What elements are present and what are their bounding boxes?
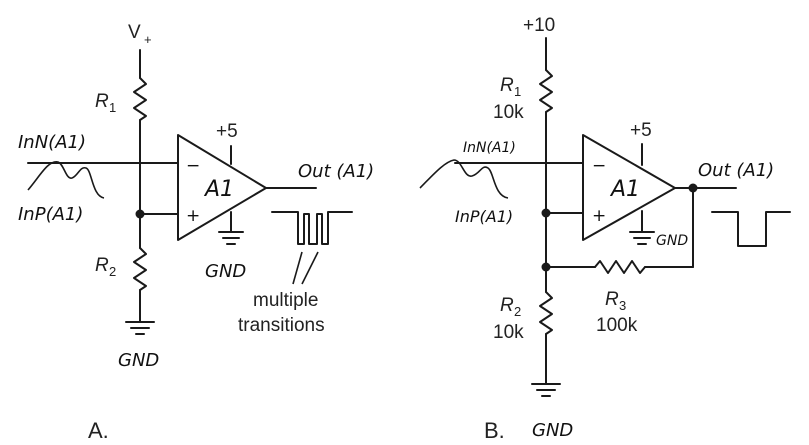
b-opamp-name: A1 xyxy=(609,177,640,202)
b-r3-resistor xyxy=(594,260,646,274)
a-r1-sub: 1 xyxy=(109,100,116,115)
b-opamp-minus: − xyxy=(592,156,606,176)
a-ground-symbol xyxy=(125,321,155,335)
a-note-line2: transitions xyxy=(238,315,325,336)
a-r1-label: R xyxy=(95,91,109,112)
b-inn-label: InN(A1) xyxy=(463,140,516,156)
b-r2-label: R xyxy=(500,295,514,316)
a-supply-sub: + xyxy=(144,32,152,47)
a-r2-sub: 2 xyxy=(109,264,116,279)
a-opamp-plus: + xyxy=(186,206,200,226)
a-supply-label: V xyxy=(128,22,141,43)
circuit-a: V + R 1 R 2 GND − + A1 +5 xyxy=(18,22,374,443)
a-opamp-name: A1 xyxy=(203,177,234,202)
a-r1-resistor xyxy=(133,77,147,121)
a-note-line1: multiple xyxy=(253,290,318,311)
a-inp-label: InP(A1) xyxy=(18,204,83,225)
b-opamp-plus: + xyxy=(592,206,606,226)
b-r3-value: 100k xyxy=(596,315,638,336)
a-gnd-bottom-label: GND xyxy=(118,350,159,371)
b-opamp xyxy=(582,134,676,241)
a-output-waveform xyxy=(271,211,353,245)
a-opamp-minus: − xyxy=(186,156,200,176)
circuit-b: +10 R 1 10k R 2 10k GND − + A1 +5 xyxy=(419,15,791,443)
a-opamp-supply-label: +5 xyxy=(216,121,238,142)
a-note-arrow-1 xyxy=(292,251,303,285)
a-note-arrow-2 xyxy=(301,251,319,285)
a-r2-label: R xyxy=(95,255,109,276)
a-caption: A. xyxy=(88,418,109,443)
b-r2-value: 10k xyxy=(493,322,524,343)
a-out-label: Out (A1) xyxy=(298,161,374,182)
b-noisy-input-signal xyxy=(419,159,509,199)
b-r3-label: R xyxy=(605,289,619,310)
a-opamp xyxy=(177,134,267,241)
b-r1-sub: 1 xyxy=(514,84,521,99)
b-opamp-supply-label: +5 xyxy=(630,120,652,141)
b-r1-resistor xyxy=(539,69,553,113)
b-supply-label: +10 xyxy=(523,15,555,36)
a-inn-label: InN(A1) xyxy=(18,132,86,153)
b-out-label: Out (A1) xyxy=(698,160,774,181)
b-ground-symbol xyxy=(531,383,561,397)
a-r2-resistor xyxy=(133,247,147,291)
b-r2-sub: 2 xyxy=(514,304,521,319)
b-opamp-ground-symbol xyxy=(629,231,655,245)
b-output-waveform xyxy=(711,211,791,247)
b-r1-label: R xyxy=(500,75,514,96)
b-caption: B. xyxy=(484,418,505,443)
b-r3-sub: 3 xyxy=(619,298,626,313)
a-opamp-ground-symbol xyxy=(218,231,244,245)
a-gnd-opamp-label: GND xyxy=(205,261,246,282)
b-gnd-bottom-label: GND xyxy=(532,420,573,441)
a-noisy-input-signal xyxy=(27,161,105,199)
b-gnd-opamp-label: GND xyxy=(656,233,688,249)
b-r1-value: 10k xyxy=(493,102,524,123)
b-inp-label: InP(A1) xyxy=(455,207,513,226)
b-r2-resistor xyxy=(539,291,553,335)
